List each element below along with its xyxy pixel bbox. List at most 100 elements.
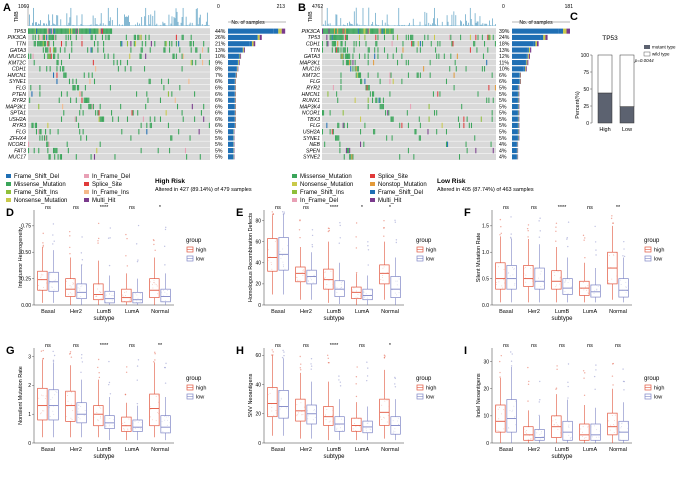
tmb-bar [383,25,385,26]
mutation-cell [463,122,465,129]
jitter-point [396,284,398,286]
legend-swatch [6,190,11,194]
mutation-cell [48,141,50,148]
mutation-cell [149,122,151,129]
tmb-bar [135,24,136,26]
jitter-point [97,419,99,421]
tmb-bar [389,25,391,26]
jitter-point [587,285,589,287]
jitter-point [507,273,509,275]
mutation-cell [336,91,338,97]
jitter-point [280,398,282,400]
mutation-cell [35,28,38,34]
outlier-point [594,225,596,228]
mutation-cell [60,40,63,47]
outlier-point [555,240,557,242]
mutation-cell [477,34,479,41]
mutation-cell [354,66,356,72]
jitter-point [596,429,598,431]
mutation-cell [377,72,379,78]
outlier-point [164,264,166,266]
mutation-cell [387,28,389,34]
mutation-cell [329,128,331,135]
mutation-cell [454,59,456,66]
tmb-bar [489,20,491,26]
mutation-cell [445,141,447,148]
mutation-cell [455,66,457,72]
mutation-cell [159,116,161,122]
tmb-bar [380,25,381,26]
legend-label: Nonstop_Mutation [378,182,427,188]
tmb-bar [55,24,57,26]
tmb-bar [366,25,368,26]
outlier-point [583,394,586,397]
outlier-point [81,236,83,238]
mutation-cell [332,84,334,91]
outlier-point [610,217,613,220]
jitter-point [38,397,40,399]
tmb-bar [439,25,441,26]
mutation-cell [175,40,177,47]
mutation-cell [486,97,488,104]
outlier-point [583,377,585,379]
jitter-point [587,426,589,428]
mutation-cell [392,34,394,41]
jitter-point [585,437,587,439]
mutation-cell [130,40,132,47]
mutation-cell [423,66,425,72]
mutation-cell [140,122,142,129]
tmb-bar [28,25,29,26]
mutation-cell [468,122,470,129]
mutation-cell [376,40,378,47]
tmb-bar [35,22,36,26]
panel-c-ylabel: Percent(%) [575,91,581,119]
tmb-bar [179,25,181,26]
box-low [534,429,545,441]
outlier-point [126,366,128,368]
mutation-cell [99,28,101,34]
mutation-cell [360,28,362,34]
tmb-bar [421,25,423,26]
jitter-point [100,417,102,419]
outlier-point [311,246,314,248]
jitter-point [283,266,285,268]
mutation-cell [47,147,49,154]
tmb-bar [385,25,387,26]
outlier-point [611,215,613,217]
mutation-cell [415,128,417,135]
tmb-bar [428,22,430,26]
gene-count-bar [512,154,517,160]
box-low [306,404,317,425]
mutation-cell [407,147,409,154]
mutation-cell [144,66,146,72]
box-legend-label: high [426,248,436,254]
gene-percent: 21% [215,41,226,47]
tmb-bar [358,24,360,26]
mutation-cell [149,78,151,85]
mutation-cell [358,34,360,41]
mutation-cell [43,28,45,34]
outlier-point [42,244,44,247]
tmb-bar [479,16,481,26]
mutation-cell [130,47,132,53]
mutation-cell [419,72,421,78]
outlier-point [299,236,301,239]
jitter-point [83,414,85,416]
mutation-cell [63,28,65,34]
jitter-point [307,280,309,282]
box-high [121,288,132,303]
mutation-cell [38,147,40,154]
mutation-cell [111,28,113,34]
jitter-point [382,279,384,281]
jitter-point [100,407,102,409]
mutation-cell [146,128,148,135]
jitter-point [570,436,572,438]
mutation-cell [402,40,404,47]
jitter-point [398,292,400,294]
tmb-bar [335,14,337,26]
jitter-point [527,438,529,440]
mutation-cell [361,78,363,85]
jitter-point [155,284,157,286]
mutation-cell [164,47,166,53]
jitter-point [111,299,113,301]
